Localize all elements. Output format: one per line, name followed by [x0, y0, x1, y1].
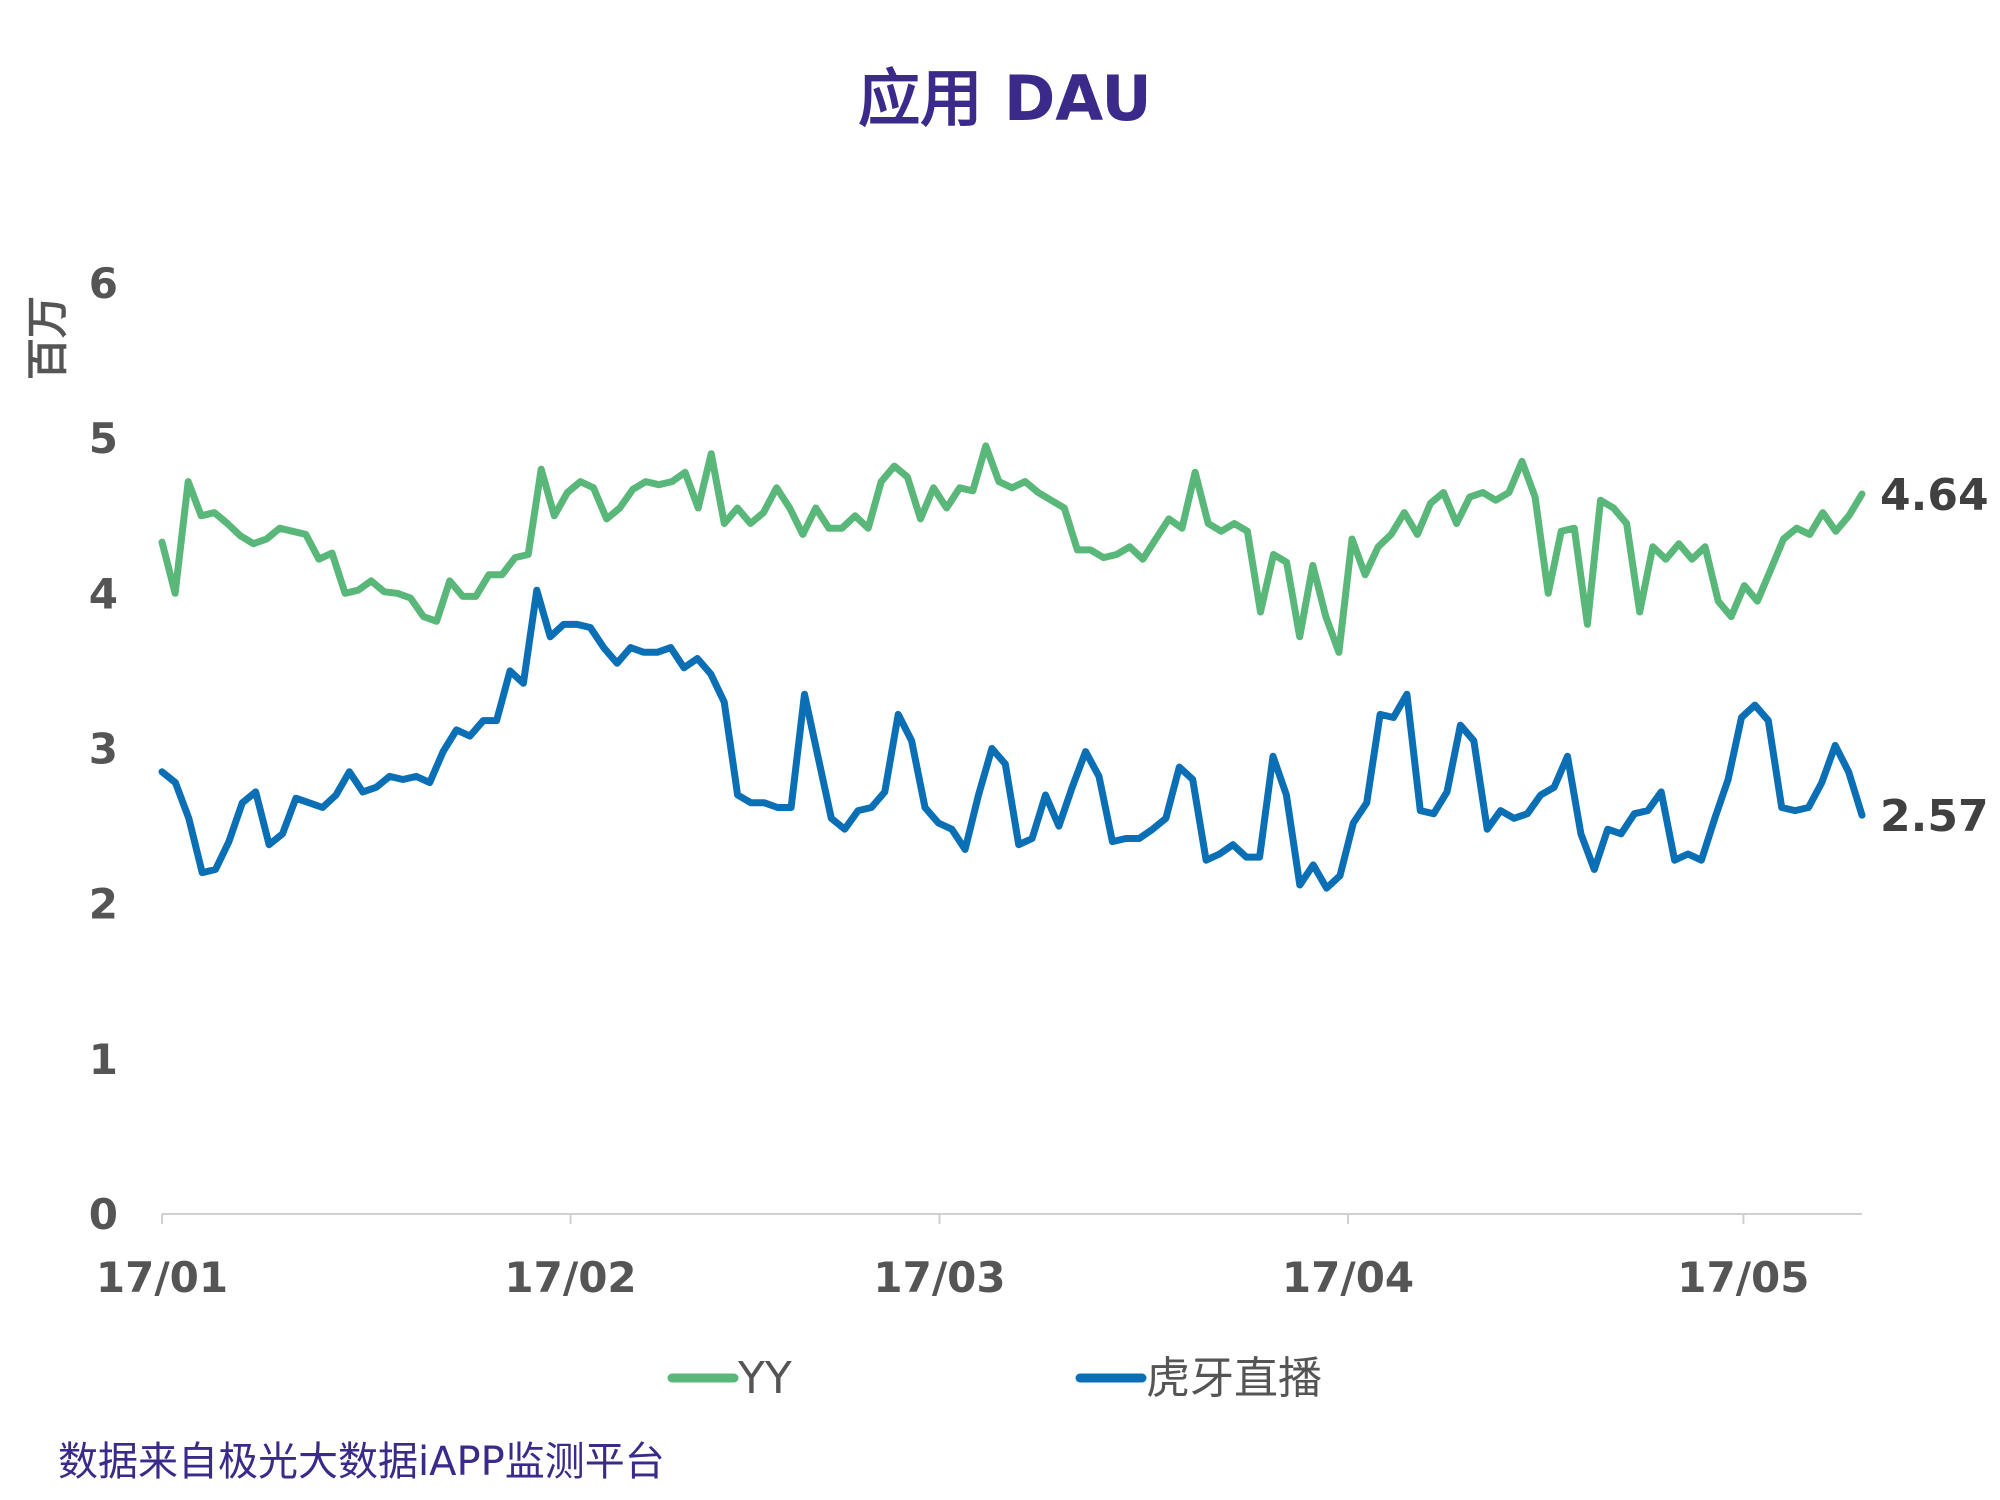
y-tick-label: 0 [89, 1190, 118, 1239]
series-line-yy [158, 442, 1866, 656]
y-axis-label: 百万 [23, 296, 72, 380]
x-tick-label: 17/03 [873, 1253, 1005, 1302]
end-value-label: 4.64 [1880, 470, 1989, 521]
y-tick-label: 5 [89, 414, 118, 463]
y-tick-label: 4 [89, 569, 118, 618]
y-tick-label: 2 [89, 880, 118, 929]
series-lines [158, 442, 1866, 892]
y-axis-ticks: 0 1 2 3 4 5 6 [89, 259, 118, 1239]
x-tick-label: 17/01 [96, 1253, 228, 1302]
legend: YY 虎牙直播 [667, 1353, 1322, 1404]
y-tick-label: 6 [89, 259, 118, 308]
end-labels: 4.64 2.57 [1880, 470, 1989, 842]
legend-label: 虎牙直播 [1146, 1353, 1322, 1404]
x-tick-label: 17/05 [1677, 1253, 1809, 1302]
x-tick-label: 17/02 [504, 1253, 636, 1302]
end-value-label: 2.57 [1880, 791, 1989, 842]
x-axis-ticks: 17/01 17/02 17/03 17/04 17/05 [96, 1214, 1810, 1302]
y-tick-label: 3 [89, 725, 118, 774]
y-tick-label: 1 [89, 1035, 118, 1084]
series-line-huya [158, 586, 1866, 892]
legend-label: YY [737, 1353, 792, 1404]
source-note: 数据来自极光大数据iAPP监测平台 [58, 1439, 665, 1485]
chart-title: 应用 DAU [858, 62, 1151, 135]
x-tick-label: 17/04 [1282, 1253, 1414, 1302]
